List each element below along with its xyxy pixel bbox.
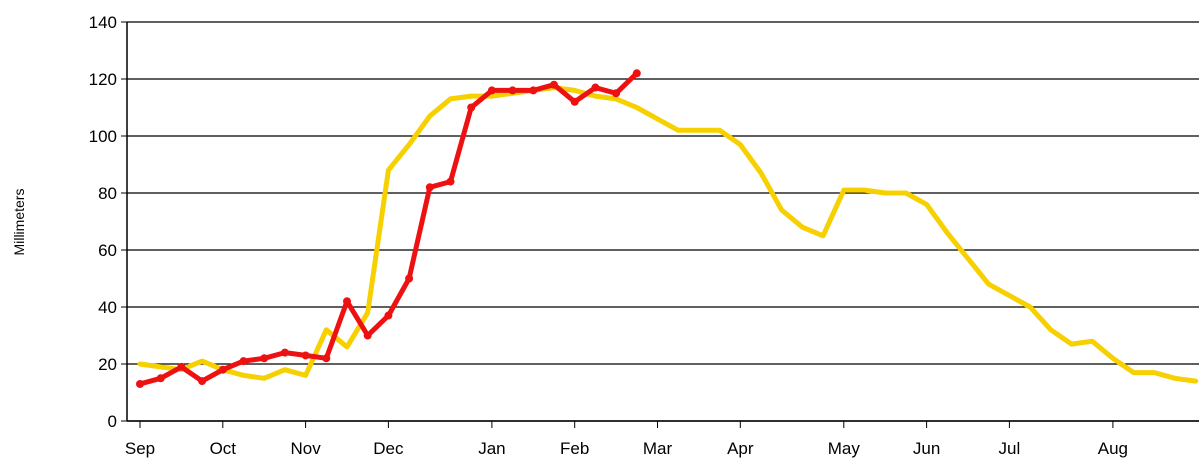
point (156, 374, 165, 383)
point (612, 89, 621, 98)
x-tick-label: Sep (125, 439, 155, 458)
point (239, 357, 248, 366)
point (280, 348, 289, 357)
point (322, 354, 331, 363)
y-tick-label: 0 (108, 412, 117, 431)
x-tick-label: Nov (290, 439, 321, 458)
point (177, 362, 186, 371)
series-line (137, 70, 640, 387)
y-tick-label: 100 (89, 127, 117, 146)
x-tick-label: Jun (913, 439, 940, 458)
point (508, 86, 517, 95)
point (405, 274, 414, 283)
point (425, 183, 434, 192)
point (343, 297, 351, 306)
x-tick-label: Jan (478, 439, 505, 458)
point (301, 351, 310, 360)
point (363, 331, 372, 340)
x-tick-label: Mar (643, 439, 673, 458)
x-tick-label: Dec (373, 439, 404, 458)
y-tick-label: 60 (98, 241, 117, 260)
point (487, 86, 496, 95)
point (260, 354, 269, 363)
series-line (137, 85, 1199, 384)
y-tick-label: 140 (89, 13, 117, 32)
point (446, 177, 455, 186)
point (136, 379, 144, 388)
y-tick-label: 20 (98, 355, 117, 374)
x-tick-label: Feb (560, 439, 589, 458)
point (467, 103, 476, 112)
point (384, 311, 393, 320)
point (632, 69, 641, 78)
point (550, 80, 558, 89)
x-tick-label: Aug (1098, 439, 1128, 458)
x-tick-label: Apr (727, 439, 754, 458)
point (218, 365, 227, 374)
y-axis-label: Millimeters (11, 189, 27, 256)
point (198, 377, 207, 386)
point (570, 97, 579, 106)
x-tick-label: May (828, 439, 861, 458)
x-tick-label: Oct (210, 439, 237, 458)
y-tick-label: 80 (98, 184, 117, 203)
point (591, 83, 600, 92)
point (529, 86, 538, 95)
x-tick-label: Jul (999, 439, 1021, 458)
y-tick-label: 40 (98, 298, 117, 317)
y-tick-label: 120 (89, 70, 117, 89)
